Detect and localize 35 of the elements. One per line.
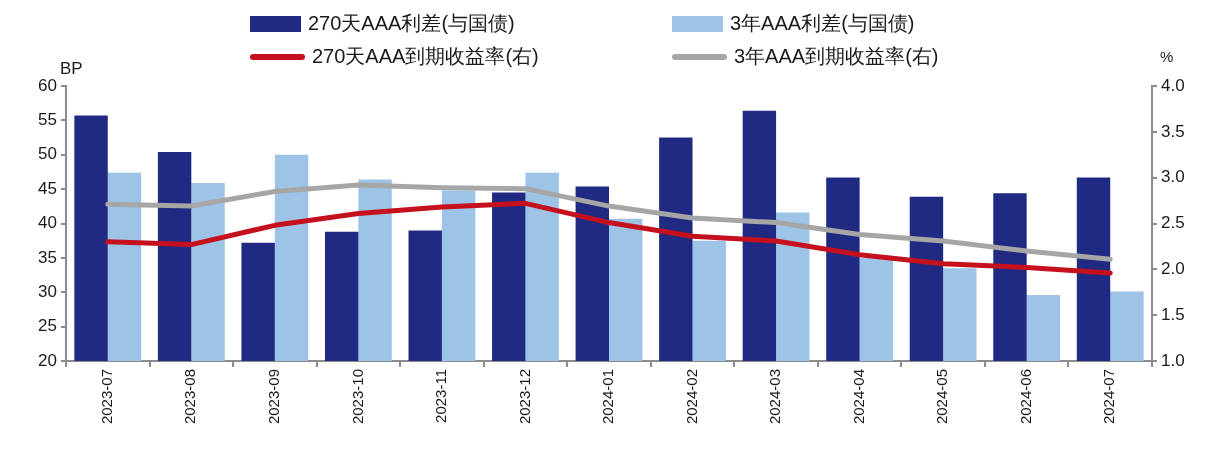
- y-axis-title: BP: [60, 59, 83, 78]
- legend-label: 3年AAA利差(与国债): [730, 11, 915, 36]
- x-tick-label: 2023-09: [264, 369, 282, 425]
- legend-label: 3年AAA到期收益率(右): [734, 44, 939, 69]
- x-tick-label: 2023-08: [181, 369, 199, 425]
- x-tick-label: 2024-07: [1100, 369, 1118, 425]
- legend-label: 270天AAA利差(与国债): [308, 11, 515, 36]
- y2-tick-label: 2.5: [1161, 213, 1185, 233]
- x-tick-label: 2024-05: [933, 369, 951, 425]
- x-tick-label: 2024-02: [682, 369, 700, 425]
- y-tick-label: 45: [38, 178, 57, 198]
- y2-tick-label: 1.5: [1161, 304, 1185, 324]
- y-tick-label: 40: [38, 213, 57, 233]
- x-tick-label: 2024-03: [766, 369, 784, 425]
- y-tick-label: 60: [38, 75, 57, 95]
- x-tick-label: 2024-01: [599, 369, 617, 425]
- y-tick-label: 50: [38, 144, 57, 164]
- y2-tick-label: 3.0: [1161, 167, 1185, 187]
- y2-tick-label: 3.5: [1161, 121, 1185, 141]
- x-tick-label: 2024-06: [1016, 369, 1034, 425]
- y2-tick-label: 1.0: [1161, 350, 1185, 370]
- y2-axis-title: %: [1160, 48, 1174, 65]
- x-tick-label: 2023-12: [515, 369, 533, 425]
- y-tick-label: 25: [38, 316, 57, 336]
- y-tick-label: 35: [38, 247, 57, 267]
- x-tick-label: 2023-10: [348, 369, 366, 425]
- y-tick-label: 30: [38, 281, 57, 301]
- x-tick-label: 2023-07: [97, 369, 115, 425]
- legend-label: 270天AAA到期收益率(右): [312, 44, 539, 69]
- y2-tick-label: 4.0: [1161, 75, 1185, 95]
- y2-tick-label: 2.0: [1161, 259, 1185, 279]
- x-tick-label: 2023-11: [432, 369, 450, 423]
- x-tick-label: 2024-04: [849, 369, 867, 425]
- y-tick-label: 20: [38, 350, 57, 370]
- y-tick-label: 55: [38, 110, 57, 130]
